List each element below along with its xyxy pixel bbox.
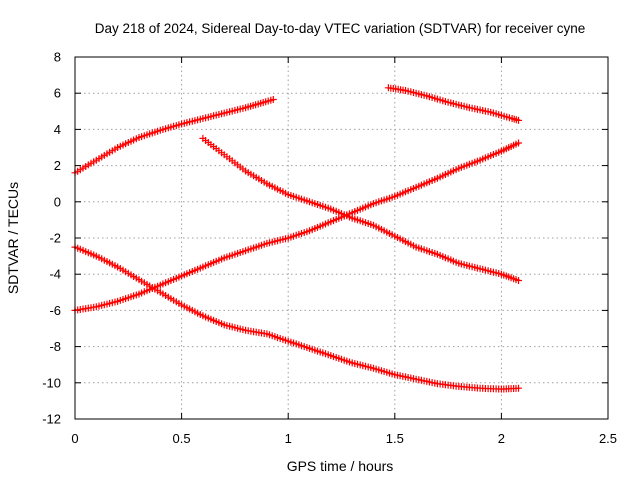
data-series-arc-2 — [384, 84, 522, 124]
x-tick-label: 1.5 — [386, 431, 404, 446]
chart-title: Day 218 of 2024, Sidereal Day-to-day VTE… — [95, 21, 585, 36]
plot-frame — [74, 56, 609, 420]
y-tick-label: 6 — [54, 86, 61, 101]
x-tick-label: 2.5 — [599, 431, 617, 446]
data-markers — [384, 84, 522, 124]
y-tick-label: 0 — [54, 194, 61, 209]
grid — [75, 57, 608, 419]
data-series-arc-5 — [71, 243, 522, 393]
y-tick-label: 4 — [54, 122, 61, 137]
data-series-arc-1 — [71, 96, 277, 177]
y-tick-label: 8 — [54, 50, 61, 65]
data-markers — [71, 96, 277, 177]
x-tick-label: 1 — [285, 431, 292, 446]
x-axis-label: GPS time / hours — [287, 458, 394, 474]
x-tick-label: 0 — [71, 431, 78, 446]
data-points — [71, 84, 522, 393]
x-tick-label: 2 — [498, 431, 505, 446]
y-axis-label: SDTVAR / TECUs — [5, 182, 21, 294]
y-tick-label: -6 — [49, 303, 61, 318]
y-tick-label: -2 — [49, 231, 61, 246]
y-tick-label: -12 — [42, 412, 61, 427]
y-tick-label: -8 — [49, 339, 61, 354]
data-markers — [71, 243, 522, 393]
y-tick-label: -4 — [49, 267, 61, 282]
y-tick-label: 2 — [54, 158, 61, 173]
y-tick-labels: -12 -10 -8 -6 -4 -2 0 2 4 6 8 — [42, 50, 61, 427]
x-tick-label: 0.5 — [173, 431, 191, 446]
y-tick-label: -10 — [42, 375, 61, 390]
x-tick-labels: 0 0.5 1 1.5 2 2.5 — [71, 431, 617, 446]
